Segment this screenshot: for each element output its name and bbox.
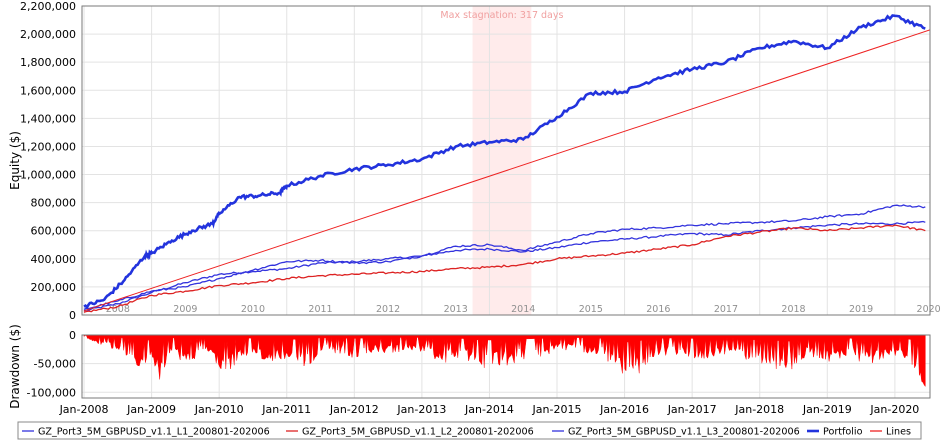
dd-x-tick-label: Jan-2012 — [329, 403, 379, 416]
dd-x-tick-label: Jan-2008 — [59, 403, 109, 416]
y-tick-label: 1,400,000 — [20, 112, 76, 125]
legend-label: GZ_Port3_5M_GBPUSD_v1.1_L1_200801-202006 — [38, 427, 270, 438]
year-label: 2017 — [714, 304, 738, 315]
year-label: 2018 — [781, 304, 805, 315]
y-tick-label: 200,000 — [31, 281, 77, 294]
series-line-5 — [83, 29, 930, 312]
legend-label: GZ_Port3_5M_GBPUSD_v1.1_L3_200801-202006 — [568, 427, 800, 438]
year-label: 2009 — [173, 304, 197, 315]
year-label: 2012 — [376, 304, 400, 315]
series-line-4 — [83, 14, 926, 310]
dd-x-tick-label: Jan-2017 — [667, 403, 717, 416]
dd-x-tick-label: Jan-2009 — [126, 403, 176, 416]
dd-x-tick-label: Jan-2019 — [802, 403, 852, 416]
series-line-3 — [83, 204, 926, 310]
y-tick-label: 2,000,000 — [20, 28, 76, 41]
dd-y-tick-label: 0 — [69, 329, 76, 342]
equity-panel: 0 200,000 400,000 600,000 800,000 1,000,000 1,… — [8, 0, 941, 322]
legend-box — [17, 421, 922, 440]
stagnation-band — [472, 6, 532, 315]
dd-x-tick-label: Jan-2020 — [869, 403, 919, 416]
dd-x-tick-label: Jan-2013 — [396, 403, 446, 416]
series-line-2 — [83, 224, 926, 313]
dd-x-tick-label: Jan-2018 — [734, 403, 784, 416]
dd-y-tick-label: -100,000 — [27, 386, 76, 399]
year-label: 2015 — [579, 304, 603, 315]
stagnation-annotation: Max stagnation: 317 days — [440, 10, 563, 21]
legend-label: GZ_Port3_5M_GBPUSD_v1.1_L2_200801-202006 — [302, 427, 534, 438]
y-tick-label: 2,200,000 — [20, 0, 76, 13]
dd-x-tick-label: Jan-2010 — [194, 403, 244, 416]
y-tick-label: 1,000,000 — [20, 169, 76, 182]
year-label: 2019 — [849, 304, 873, 315]
dd-y-axis-label: Drawdown ($) — [8, 324, 22, 409]
y-tick-label: 400,000 — [31, 253, 77, 266]
dd-x-tick-label: Jan-2015 — [532, 403, 582, 416]
equity-frame — [81, 5, 931, 316]
dd-x-tick-label: Jan-2014 — [464, 403, 514, 416]
y-axis-label: Equity ($) — [8, 131, 22, 190]
y-tick-label: 800,000 — [31, 197, 77, 210]
year-label: 2014 — [511, 304, 535, 315]
legend-label: Lines — [886, 427, 911, 438]
drawdown-panel: 0 -50,000 -100,000 Jan-2008 Jan-2009 Jan-2010… — [8, 324, 931, 416]
y-tick-label: 0 — [69, 309, 76, 322]
year-label: 2020 — [917, 304, 941, 315]
y-tick-label: 1,600,000 — [20, 84, 76, 97]
year-label: 2013 — [444, 304, 468, 315]
legend-label: Portfolio — [823, 427, 863, 438]
year-label: 2011 — [308, 304, 332, 315]
drawdown-area — [83, 335, 926, 388]
year-label: 2008 — [106, 304, 130, 315]
dd-x-tick-label: Jan-2016 — [599, 403, 649, 416]
dd-x-tick-label: Jan-2011 — [261, 403, 311, 416]
y-tick-label: 1,800,000 — [20, 56, 76, 69]
year-label: 2010 — [241, 304, 265, 315]
drawdown-frame — [81, 334, 931, 399]
year-label: 2016 — [646, 304, 670, 315]
legend: GZ_Port3_5M_GBPUSD_v1.1_L1_200801-202006… — [17, 421, 922, 440]
y-tick-label: 600,000 — [31, 225, 77, 238]
dd-y-tick-label: -50,000 — [34, 358, 76, 371]
y-tick-label: 1,200,000 — [20, 140, 76, 153]
